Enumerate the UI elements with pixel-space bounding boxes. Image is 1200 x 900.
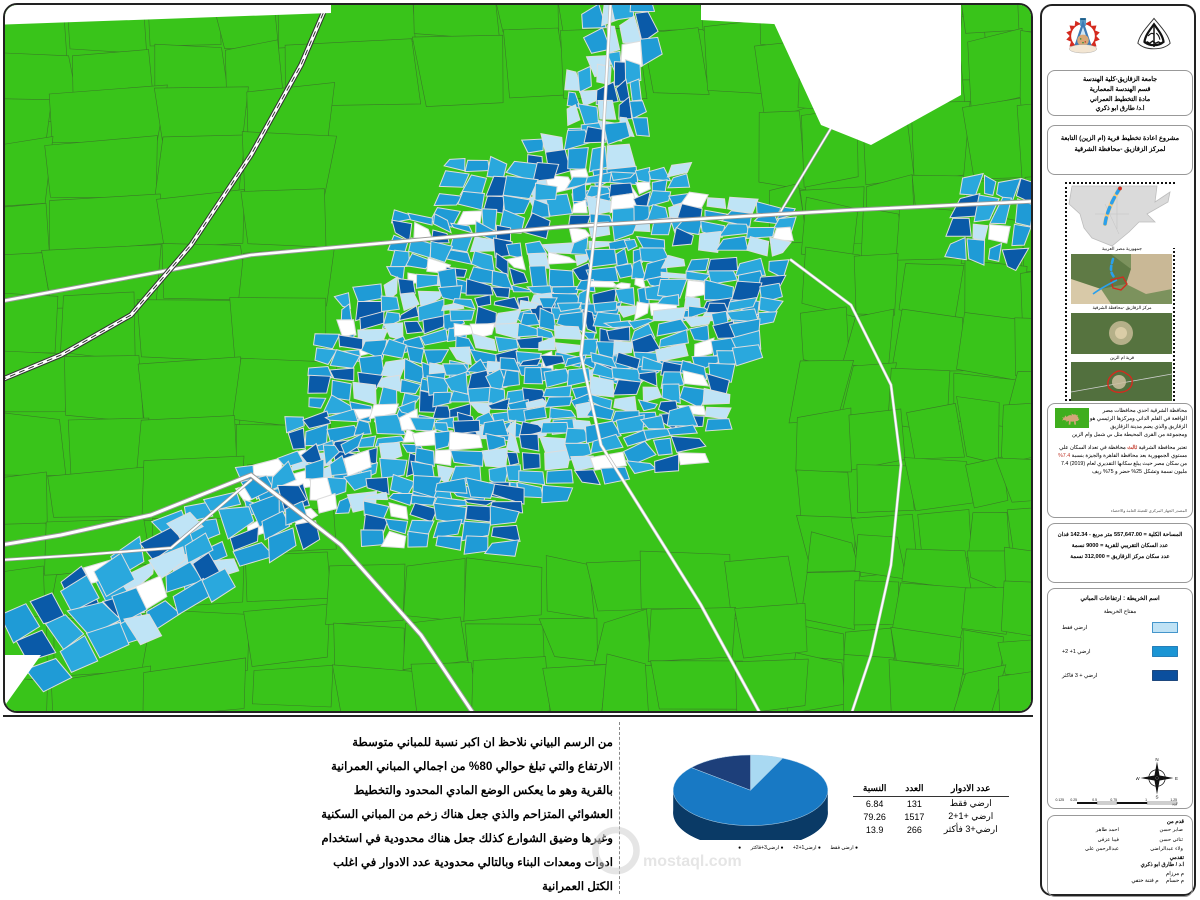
svg-text:0.125: 0.125 (1056, 798, 1065, 802)
svg-text:KM: KM (1173, 803, 1178, 807)
svg-text:E: E (1175, 776, 1178, 781)
svg-text:1.25: 1.25 (1170, 798, 1177, 802)
svg-text:W: W (1136, 776, 1140, 781)
svg-text:0.75: 0.75 (1110, 798, 1117, 802)
svg-text:0.25: 0.25 (1070, 798, 1077, 802)
svg-text:N: N (1155, 757, 1158, 762)
svg-text:0.5: 0.5 (1092, 798, 1097, 802)
svg-text:1: 1 (1145, 798, 1147, 802)
